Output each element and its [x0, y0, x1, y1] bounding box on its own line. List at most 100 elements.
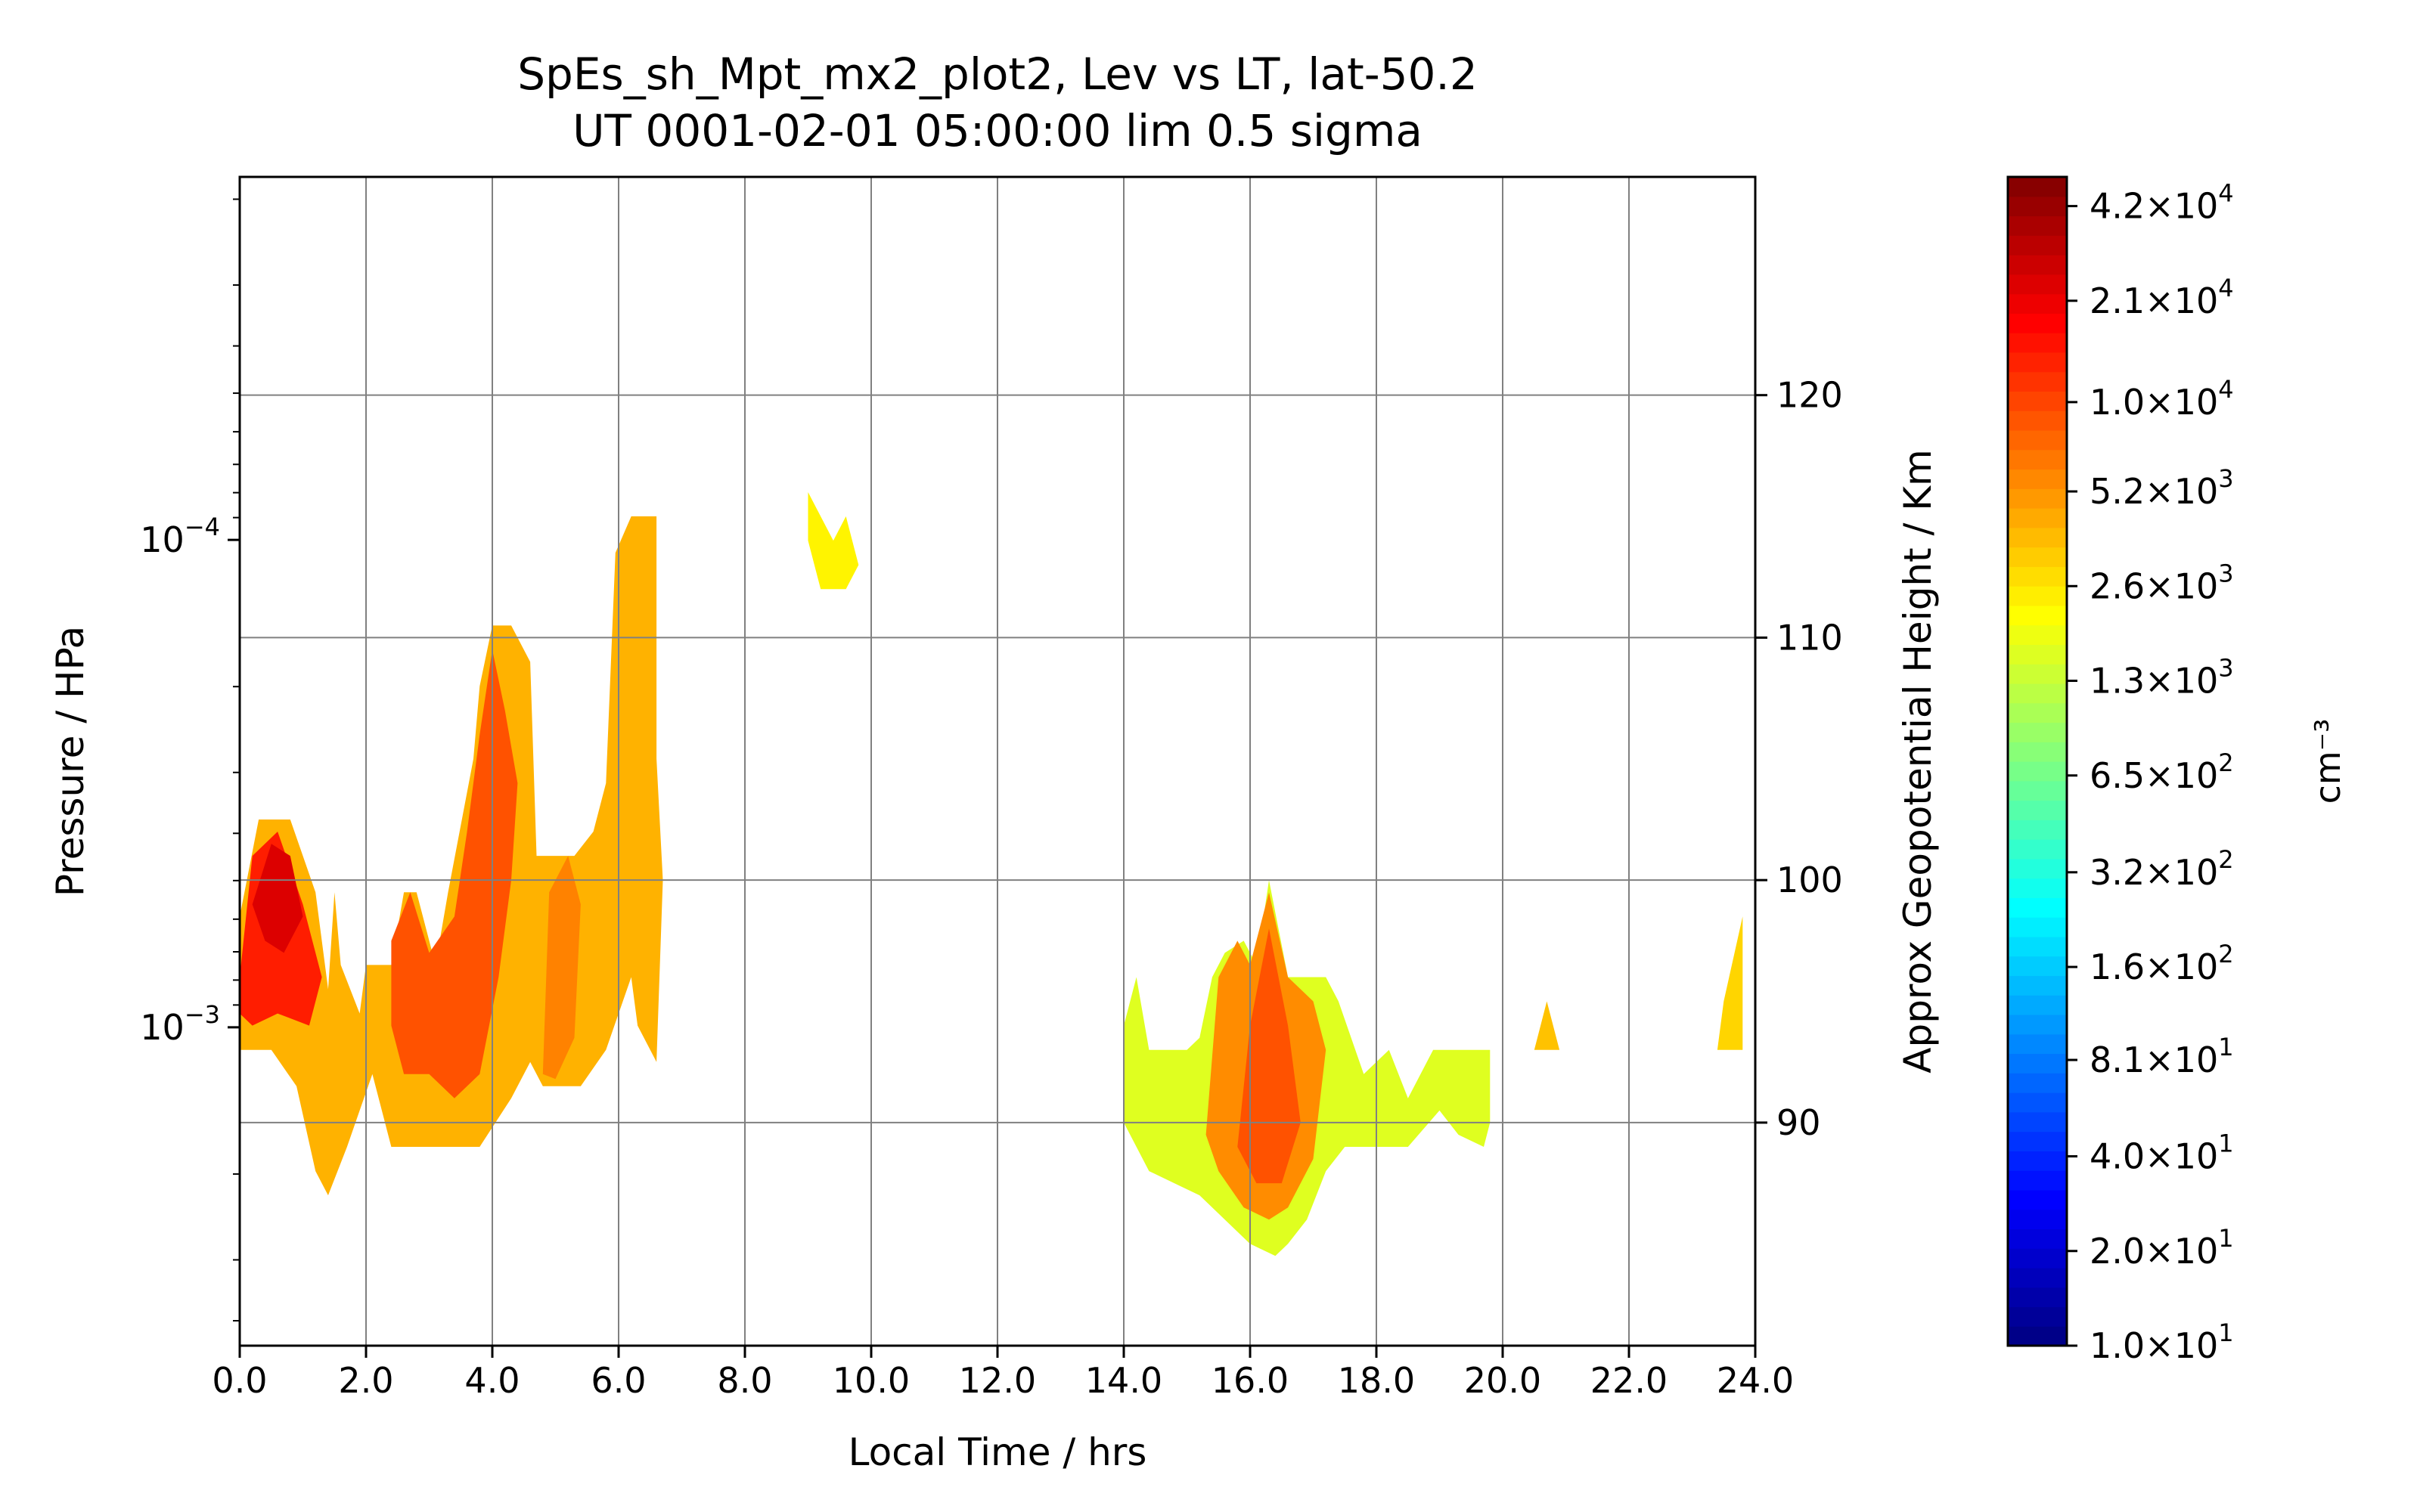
- colorbar-band: [2008, 215, 2067, 236]
- colorbar-band: [2008, 1326, 2067, 1346]
- y-axis-right: 90 100 110 120: [1755, 375, 1843, 1143]
- chart-subtitle: UT 0001-02-01 05:00:00 lim 0.5 sigma: [572, 105, 1423, 156]
- colorbar-band: [2008, 1092, 2067, 1113]
- x-tick-label: 10.0: [833, 1360, 910, 1401]
- colorbar-band: [2008, 605, 2067, 626]
- colorbar-band: [2008, 566, 2067, 587]
- colorbar-tick-label: 1.0×101: [2090, 1318, 2234, 1366]
- colorbar-bands: [2008, 177, 2067, 1346]
- colorbar-band: [2008, 1014, 2067, 1035]
- x-tick-label: 8.0: [717, 1360, 772, 1401]
- x-tick-label: 14.0: [1085, 1360, 1162, 1401]
- y-axis-left: 10−4 10−3: [140, 198, 240, 1322]
- colorbar-band: [2008, 722, 2067, 742]
- colorbar-tick-label: 6.5×102: [2090, 748, 2234, 796]
- colorbar-band: [2008, 878, 2067, 898]
- contour-region: [1534, 1001, 1560, 1050]
- colorbar-tick-label: 2.1×104: [2090, 274, 2234, 321]
- x-tick-label: 16.0: [1212, 1360, 1289, 1401]
- colorbar-band: [2008, 624, 2067, 645]
- colorbar-band: [2008, 371, 2067, 392]
- colorbar-band: [2008, 488, 2067, 509]
- x-tick-label: 22.0: [1590, 1360, 1668, 1401]
- colorbar-band: [2008, 664, 2067, 684]
- colorbar: 4.2×104 2.1×104 1.0×104 5.2×103 2.6×103 1.3×1…: [2006, 175, 2348, 1366]
- colorbar-band: [2008, 780, 2067, 801]
- x-tick-label: 20.0: [1464, 1360, 1541, 1401]
- colorbar-ticks: 4.2×104 2.1×104 1.0×104 5.2×103 2.6×103 1.3×1…: [2067, 179, 2234, 1366]
- colorbar-band: [2008, 177, 2067, 197]
- colorbar-band: [2008, 820, 2067, 840]
- right-tick-label: 110: [1776, 617, 1843, 658]
- colorbar-band: [2008, 255, 2067, 275]
- y-tick-label: 10−4: [140, 513, 220, 560]
- right-tick-label: 90: [1776, 1102, 1821, 1143]
- chart-title: SpEs_sh_Mpt_mx2_plot2, Lev vs LT, lat-50…: [517, 48, 1478, 100]
- colorbar-band: [2008, 469, 2067, 489]
- colorbar-band: [2008, 313, 2067, 333]
- x-tick-label: 18.0: [1338, 1360, 1415, 1401]
- contour-region: [542, 856, 581, 1080]
- colorbar-band: [2008, 1073, 2067, 1093]
- colorbar-band: [2008, 1033, 2067, 1055]
- colorbar-band: [2008, 839, 2067, 860]
- colorbar-tick-label: 4.2×104: [2090, 179, 2234, 227]
- colorbar-band: [2008, 527, 2067, 548]
- colorbar-tick-label: 8.1×101: [2090, 1033, 2234, 1080]
- colorbar-band: [2008, 800, 2067, 820]
- colorbar-band: [2008, 1287, 2067, 1308]
- colorbar-band: [2008, 917, 2067, 937]
- colorbar-tick-label: 2.6×103: [2090, 559, 2234, 606]
- colorbar-tick-label: 3.2×102: [2090, 845, 2234, 893]
- colorbar-tick-label: 1.0×104: [2090, 375, 2234, 423]
- x-tick-label: 4.0: [464, 1360, 520, 1401]
- colorbar-band: [2008, 547, 2067, 567]
- colorbar-band: [2008, 293, 2067, 314]
- colorbar-band: [2008, 429, 2067, 451]
- x-axis: 0.0 2.0 4.0 6.0 8.0 10.0 12.0 14.0 16.0 18.0 20.0 2…: [212, 1346, 1794, 1401]
- colorbar-band: [2008, 1111, 2067, 1132]
- right-tick-label: 120: [1776, 375, 1843, 416]
- colorbar-band: [2008, 274, 2067, 295]
- right-tick-label: 100: [1776, 860, 1843, 900]
- colorbar-band: [2008, 1151, 2067, 1171]
- colorbar-band: [2008, 742, 2067, 762]
- colorbar-band: [2008, 956, 2067, 977]
- x-axis-label: Local Time / hrs: [849, 1430, 1147, 1474]
- contour-region: [391, 649, 518, 1098]
- colorbar-band: [2008, 352, 2067, 373]
- colorbar-tick-label: 5.2×103: [2090, 464, 2234, 512]
- y-tick-label: 10−3: [140, 1000, 220, 1048]
- grid-lines: [240, 177, 1755, 1346]
- right-axis-label: Approx Geopotential Height / Km: [1896, 449, 1940, 1074]
- colorbar-tick-label: 1.6×102: [2090, 940, 2234, 987]
- x-tick-label: 6.0: [591, 1360, 646, 1401]
- x-tick-label: 0.0: [212, 1360, 267, 1401]
- colorbar-band: [2008, 333, 2067, 353]
- colorbar-band: [2008, 1209, 2067, 1229]
- colorbar-band: [2008, 897, 2067, 918]
- colorbar-band: [2008, 449, 2067, 470]
- colorbar-band: [2008, 1170, 2067, 1191]
- colorbar-band: [2008, 1248, 2067, 1269]
- colorbar-band: [2008, 858, 2067, 879]
- contour-region: [1237, 928, 1301, 1184]
- colorbar-frame: [2006, 175, 2068, 1347]
- colorbar-band: [2008, 235, 2067, 256]
- contour-region: [1717, 916, 1743, 1050]
- colorbar-band: [2008, 1267, 2067, 1288]
- x-tick-label: 2.0: [338, 1360, 393, 1401]
- x-tick-label: 12.0: [959, 1360, 1036, 1401]
- colorbar-band: [2008, 391, 2067, 411]
- colorbar-band: [2008, 761, 2067, 782]
- colorbar-band: [2008, 936, 2067, 957]
- colorbar-band: [2008, 196, 2067, 217]
- colorbar-band: [2008, 1131, 2067, 1151]
- colorbar-band: [2008, 1189, 2067, 1210]
- plot-area: [238, 175, 1757, 1347]
- colorbar-band: [2008, 702, 2067, 723]
- x-tick-label: 24.0: [1717, 1360, 1794, 1401]
- colorbar-tick-label: 2.0×101: [2090, 1224, 2234, 1272]
- colorbar-tick-label: 1.3×103: [2090, 654, 2234, 702]
